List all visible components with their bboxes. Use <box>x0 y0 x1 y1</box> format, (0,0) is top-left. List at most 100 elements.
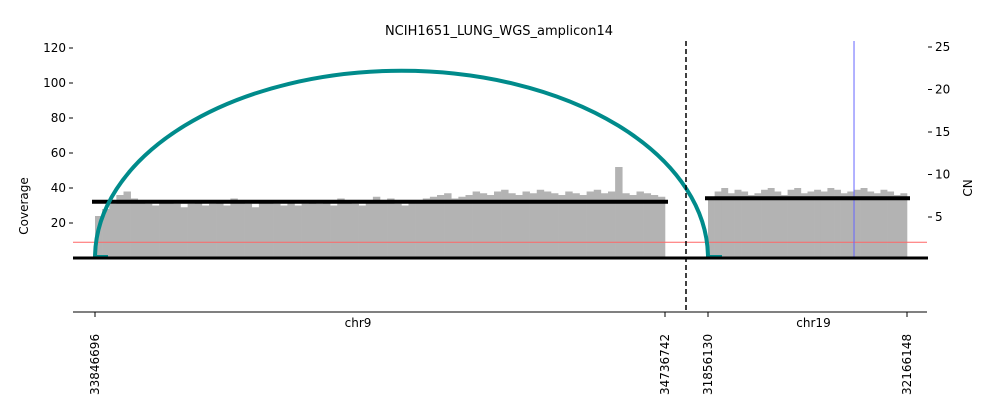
coverage-bar <box>887 191 895 258</box>
y-tick-label: 20 <box>51 216 66 230</box>
coverage-bar <box>847 191 855 258</box>
coverage-bar <box>551 193 559 258</box>
coverage-bar <box>472 191 481 258</box>
coverage-bar <box>543 191 552 258</box>
breakpoint-edge-arc <box>93 68 710 259</box>
coverage-bar <box>266 200 274 258</box>
coverage-bar <box>780 195 788 258</box>
coverage-bar <box>529 193 538 258</box>
coverage-bar <box>451 198 459 258</box>
coverage-bar <box>636 191 644 258</box>
chart-title: NCIH1651_LUNG_WGS_amplicon14 <box>385 24 613 39</box>
x-tick-label: 34736742 <box>658 334 672 395</box>
coverage-bar <box>102 209 110 258</box>
coverage-bar <box>429 196 438 258</box>
coverage-bar <box>337 198 345 258</box>
coverage-bar <box>761 189 768 258</box>
y2-tick-label: 15 <box>935 125 950 139</box>
coverage-bar <box>301 203 310 258</box>
coverage-bar <box>820 191 828 258</box>
coverage-bar <box>408 200 416 258</box>
y-tick-label: 80 <box>51 111 66 125</box>
coverage-bar <box>508 193 516 258</box>
coverage-bar <box>387 198 395 258</box>
coverage-bar <box>394 203 402 258</box>
x-tick-label: 32166148 <box>900 334 914 395</box>
coverage-bar <box>415 202 424 258</box>
coverage-bar <box>900 193 908 258</box>
coverage-bar <box>465 195 473 258</box>
coverage-bar <box>643 193 652 258</box>
y-tick-label: 40 <box>51 181 66 195</box>
coverage-bar <box>834 189 841 258</box>
coverage-bar <box>152 205 160 258</box>
coverage-bar <box>741 191 749 258</box>
coverage-bar <box>522 191 530 258</box>
coverage-bar <box>180 207 188 258</box>
coverage-bar <box>287 202 295 258</box>
coverage-bar <box>622 193 630 258</box>
coverage-bar <box>351 203 359 258</box>
coverage-bar <box>315 203 324 258</box>
coverage-bar <box>807 191 815 258</box>
coverage-bar <box>130 198 139 258</box>
chromosome-label: chr19 <box>796 316 830 330</box>
coverage-bar <box>201 205 210 258</box>
coverage-bar <box>650 195 659 258</box>
coverage-bar <box>880 189 888 258</box>
coverage-bar <box>708 198 715 258</box>
coverage-bar <box>787 189 795 258</box>
coverage-bar <box>173 203 181 258</box>
coverage-bar <box>194 202 203 258</box>
coverage-bar <box>593 189 602 258</box>
coverage-bar <box>258 202 267 258</box>
coverage-bar <box>216 200 224 258</box>
coverage-bar <box>422 198 431 258</box>
y2-tick-label: 20 <box>935 83 950 97</box>
x-tick-label: 31856130 <box>701 334 715 395</box>
coverage-bar <box>223 205 231 258</box>
coverage-bar <box>767 188 775 258</box>
axes: 20 40 60 80 100 120 5 10 15 20 25 33846696 34736742 c… <box>43 40 950 395</box>
coverage-bar <box>572 193 580 258</box>
y2-axis-label: CN <box>961 179 975 196</box>
coverage-bar <box>747 195 755 258</box>
coverage-bar <box>734 189 742 258</box>
coverage-bar <box>109 203 117 258</box>
coverage-bar <box>137 200 146 258</box>
coverage-bar <box>565 191 573 258</box>
coverage-bar <box>123 191 131 258</box>
coverage-bar <box>800 193 808 258</box>
coverage-bar <box>615 167 623 258</box>
y-tick-label: 100 <box>43 76 66 90</box>
coverage-bar <box>479 193 488 258</box>
coverage-bar <box>494 191 502 258</box>
coverage-bars <box>95 167 908 258</box>
x-tick-label: 33846696 <box>88 334 102 395</box>
y-tick-label: 120 <box>43 41 66 55</box>
coverage-bar <box>867 191 875 258</box>
coverage-bar <box>330 205 338 258</box>
coverage-bar <box>116 195 124 258</box>
coverage-bar <box>244 203 253 258</box>
coverage-bar <box>159 202 167 258</box>
coverage-bar <box>714 191 722 258</box>
coverage-bar <box>294 205 302 258</box>
coverage-bar <box>579 195 587 258</box>
coverage-bar <box>187 203 196 258</box>
y2-tick-label: 10 <box>935 168 950 182</box>
coverage-bar <box>344 202 352 258</box>
coverage-bar <box>536 189 545 258</box>
coverage-bar <box>358 205 367 258</box>
coverage-bar <box>794 188 802 258</box>
coverage-bar <box>308 200 317 258</box>
coverage-bar <box>727 193 735 258</box>
coverage-bar <box>814 189 822 258</box>
coverage-bar <box>230 198 238 258</box>
coverage-bar <box>600 193 609 258</box>
coverage-bar <box>486 195 495 258</box>
coverage-bar <box>444 193 452 258</box>
coverage-bar <box>458 196 466 258</box>
chromosome-label: chr9 <box>345 316 372 330</box>
